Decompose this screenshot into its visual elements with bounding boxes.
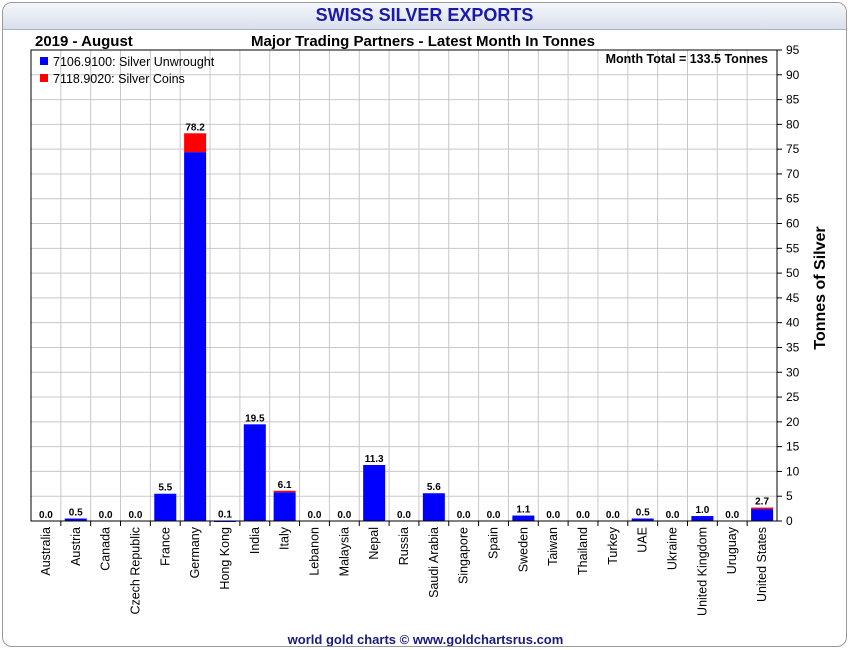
y-tick-label: 85 [786,93,800,107]
bar-total-label: 19.5 [245,413,265,424]
legend: 7106.9100: Silver Unwrought 7118.9020: S… [40,55,215,86]
bar-segment-unwrought [363,464,386,521]
bar-total-label: 5.6 [427,482,441,493]
x-category-label: Russia [397,527,411,565]
x-category-label: United States [755,527,769,602]
bar-segment-unwrought [512,515,535,521]
chart-subtitle: Major Trading Partners - Latest Month In… [251,33,595,50]
bar-total-label: 0.0 [39,510,53,521]
bar-total-label: 1.1 [516,505,530,516]
bar-segment-unwrought [422,493,445,521]
bar-total-label: 11.3 [365,454,384,465]
bar-total-label: 0.0 [725,510,739,521]
x-category-label: France [158,527,172,566]
x-category-label: Malaysia [337,527,351,576]
bar-segment-unwrought [691,516,714,521]
y-tick-label: 70 [786,167,800,181]
title-bar: SWISS SILVER EXPORTS [3,3,846,30]
y-axis-label: Tonnes of Silver [812,226,829,349]
bar-total-label: 0.0 [487,510,501,521]
bar-segment-coins [273,490,296,493]
legend-swatch-coins [40,74,48,82]
bar-total-label: 0.0 [337,510,351,521]
y-tick-label: 25 [786,390,800,404]
period-label: 2019 - August [35,33,133,50]
x-category-label: Taiwan [546,527,560,566]
x-category-label: Turkey [606,526,620,564]
legend-label-coins: 7118.9020: Silver Coins [53,72,185,86]
x-category-label: Canada [99,527,113,571]
x-category-label: United Kingdom [695,527,709,616]
bar-total-label: 0.0 [457,510,471,521]
y-tick-label: 80 [786,117,800,131]
legend-label-unwrought: 7106.9100: Silver Unwrought [53,55,215,69]
bar-total-label: 0.5 [69,508,83,519]
y-tick-label: 65 [786,192,800,206]
x-category-label: Singapore [457,527,471,584]
footer-credit: world gold charts © www.goldchartsrus.co… [287,632,564,647]
bar-segment-unwrought [631,518,654,521]
x-category-label: Italy [278,526,292,550]
plot-area-border [30,49,778,522]
y-tick-label: 0 [786,514,793,528]
y-tick-label: 55 [786,241,800,255]
bar-segment-coins [184,133,207,153]
bar-segment-unwrought [154,493,177,521]
bar-total-label: 0.0 [546,510,560,521]
y-tick-label: 10 [786,464,800,478]
chart-title: SWISS SILVER EXPORTS [315,5,534,25]
bar-segment-unwrought [273,492,296,521]
bar-total-label: 0.5 [636,508,650,519]
y-tick-label: 40 [786,316,800,330]
x-category-label: Uruguay [725,526,739,574]
bar-segment-unwrought [751,509,774,521]
y-tick-label: 5 [786,489,793,503]
x-category-label: Austria [69,527,83,566]
bar-total-label: 0.0 [397,510,411,521]
bar-total-label: 6.1 [278,480,292,491]
x-category-label: Lebanon [307,527,321,576]
x-category-label: UAE [636,527,650,553]
y-tick-label: 90 [786,68,800,82]
x-category-label: India [248,527,262,554]
month-total-note: Month Total = 133.5 Tonnes [606,52,768,66]
x-category-label: Sweden [516,527,530,572]
y-tick-label: 75 [786,142,800,156]
y-tick-label: 35 [786,340,800,354]
bar-total-label: 0.0 [128,510,142,521]
x-category-label: Saudi Arabia [427,527,441,598]
x-category-label: Nepal [367,527,381,560]
bar-total-label: 2.7 [755,497,769,508]
bar-segment-unwrought [64,518,87,521]
bar-total-label: 5.5 [158,483,172,494]
y-tick-label: 15 [786,440,800,454]
y-tick-label: 30 [786,365,800,379]
x-category-label: Hong Kong [218,527,232,590]
bar-total-label: 0.0 [99,510,113,521]
bar-total-label: 0.0 [576,510,590,521]
bar-segment-unwrought [243,424,266,521]
y-tick-label: 20 [786,415,800,429]
y-tick-label: 60 [786,217,800,231]
y-tick-label: 45 [786,291,800,305]
chart-svg: 0 5 10 15 20 25 30 35 40 45 50 55 60 65 70 75 80 85 90 95 0… [30,43,829,616]
x-category-label: Spain [487,527,501,559]
x-category-label: Thailand [576,527,590,575]
bar-total-label: 0.0 [666,510,680,521]
x-category-label: Germany [188,526,202,578]
bar-total-label: 1.0 [695,505,709,516]
x-category-label: Czech Republic [128,527,142,615]
bar-segment-unwrought [184,152,207,521]
y-tick-label: 95 [786,43,800,57]
y-tick-label: 50 [786,266,800,280]
x-category-label: Australia [39,527,53,576]
bar-total-label: 0.0 [606,510,620,521]
bar-total-label: 0.1 [218,510,232,521]
x-category-label: Ukraine [666,527,680,570]
bar-total-label: 78.2 [185,122,205,133]
bar-segment-coins [751,507,774,510]
legend-swatch-unwrought [40,57,48,65]
bar-total-label: 0.0 [308,510,322,521]
